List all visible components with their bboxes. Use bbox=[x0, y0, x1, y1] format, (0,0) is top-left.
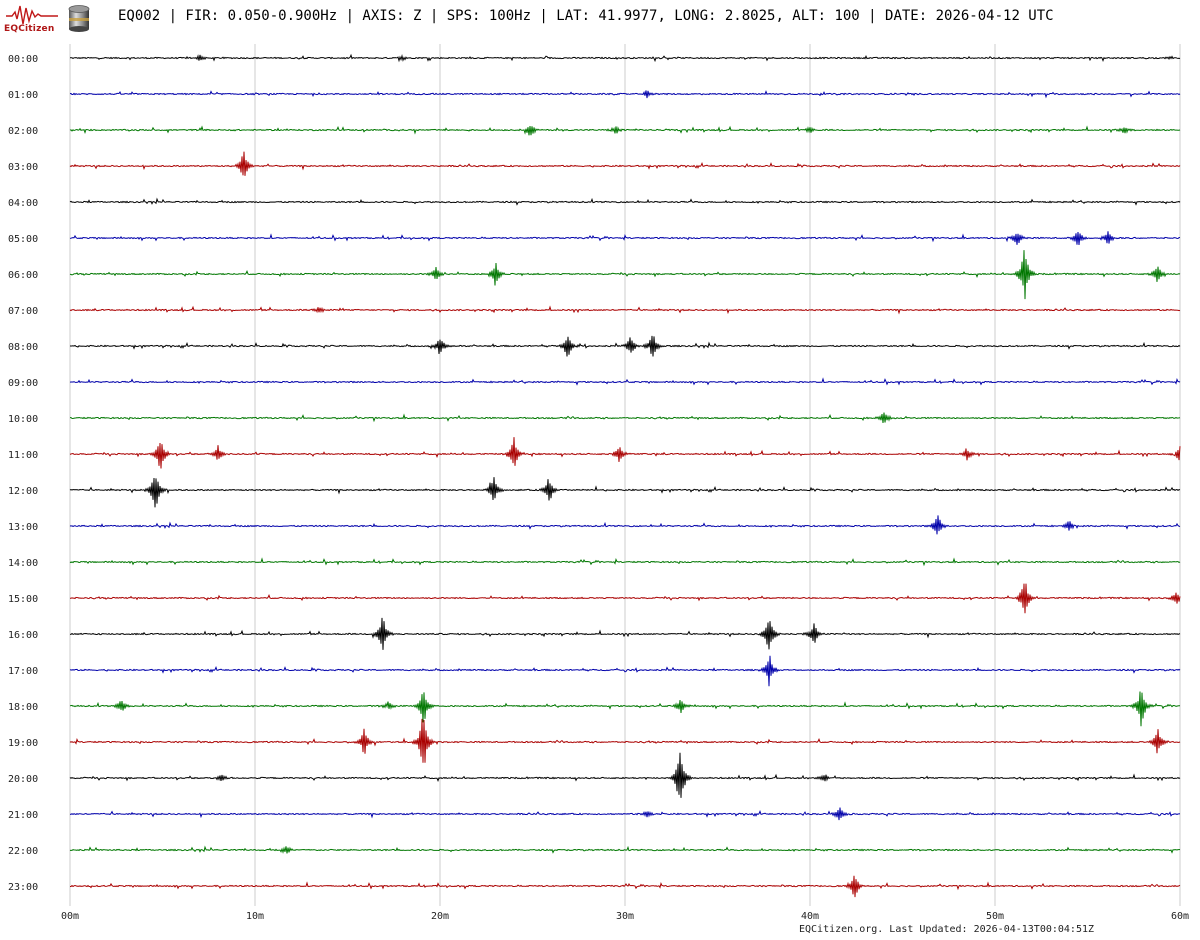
hour-label-0700: 07:00 bbox=[8, 306, 38, 317]
hour-label-2100: 21:00 bbox=[8, 810, 38, 821]
last-updated-footer: EQCitizen.org. Last Updated: 2026-04-13T… bbox=[799, 924, 1095, 935]
hour-label-1600: 16:00 bbox=[8, 630, 38, 641]
trace-1000 bbox=[70, 412, 1181, 423]
trace-1400 bbox=[69, 557, 1181, 567]
trace-2300 bbox=[70, 875, 1181, 898]
hour-label-1400: 14:00 bbox=[8, 558, 38, 569]
trace-0200 bbox=[69, 125, 1181, 136]
hour-label-1500: 15:00 bbox=[8, 594, 38, 605]
trace-0700 bbox=[69, 305, 1181, 315]
minute-tick-labels: 00m 10m 20m 30m 40m 50m 60m bbox=[61, 911, 1189, 922]
x-tick-label-60m: 60m bbox=[1171, 911, 1189, 922]
hour-label-0800: 08:00 bbox=[8, 342, 38, 353]
hour-label-0500: 05:00 bbox=[8, 234, 38, 245]
trace-0000 bbox=[70, 53, 1181, 63]
trace-0300 bbox=[69, 151, 1181, 176]
x-tick-label-10m: 10m bbox=[246, 911, 264, 922]
hour-label-0100: 01:00 bbox=[8, 90, 38, 101]
trace-0400 bbox=[69, 197, 1181, 206]
x-tick-label-40m: 40m bbox=[801, 911, 819, 922]
trace-0100 bbox=[69, 90, 1181, 99]
trace-1700 bbox=[69, 655, 1181, 687]
seismometer-icon bbox=[66, 3, 92, 33]
eqcitizen-logo bbox=[4, 2, 60, 38]
hour-label-1900: 19:00 bbox=[8, 738, 38, 749]
hour-label-2200: 22:00 bbox=[8, 846, 38, 857]
x-tick-label-20m: 20m bbox=[431, 911, 449, 922]
hour-label-2000: 20:00 bbox=[8, 774, 38, 785]
trace-2200 bbox=[69, 845, 1181, 854]
trace-2100 bbox=[69, 807, 1181, 821]
trace-0800 bbox=[70, 335, 1181, 357]
hour-label-1300: 13:00 bbox=[8, 522, 38, 533]
trace-0900 bbox=[69, 377, 1181, 386]
trace-1500 bbox=[70, 583, 1181, 614]
hour-label-1000: 10:00 bbox=[8, 414, 38, 425]
hour-label-0900: 09:00 bbox=[8, 378, 38, 389]
trace-2000 bbox=[69, 752, 1181, 798]
hour-label-0200: 02:00 bbox=[8, 126, 38, 137]
trace-1100 bbox=[69, 437, 1181, 469]
x-tick-label-00m: 00m bbox=[61, 911, 79, 922]
hour-label-2300: 23:00 bbox=[8, 882, 38, 893]
trace-1300 bbox=[69, 515, 1181, 535]
hour-label-0000: 00:00 bbox=[8, 54, 38, 65]
hour-label-1800: 18:00 bbox=[8, 702, 38, 713]
trace-1200 bbox=[69, 477, 1181, 508]
hour-label-0300: 03:00 bbox=[8, 162, 38, 173]
trace-0500 bbox=[69, 231, 1181, 245]
hour-label-1200: 12:00 bbox=[8, 486, 38, 497]
x-tick-label-50m: 50m bbox=[986, 911, 1004, 922]
hour-labels: 00:00 01:00 02:00 03:00 04:00 05:00 06:00 07:00… bbox=[8, 54, 38, 893]
hour-label-1700: 17:00 bbox=[8, 666, 38, 677]
trace-1800 bbox=[69, 691, 1181, 727]
trace-1600 bbox=[69, 617, 1181, 650]
hour-label-0400: 04:00 bbox=[8, 198, 38, 209]
seismogram-logo-icon bbox=[6, 5, 58, 25]
trace-1900 bbox=[69, 718, 1181, 763]
trace-lines bbox=[69, 53, 1181, 898]
vertical-gridlines bbox=[69, 44, 1181, 906]
trace-0600 bbox=[69, 250, 1181, 300]
hour-label-0600: 06:00 bbox=[8, 270, 38, 281]
logo-text: EQCitizen bbox=[4, 24, 55, 34]
hour-label-1100: 11:00 bbox=[8, 450, 38, 461]
chart-title: EQ002 | FIR: 0.050-0.900Hz | AXIS: Z | S… bbox=[118, 8, 1054, 24]
x-tick-label-30m: 30m bbox=[616, 911, 634, 922]
